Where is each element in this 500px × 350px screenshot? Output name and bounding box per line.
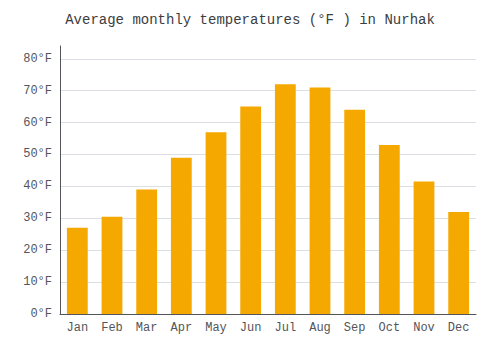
svg-text:Jan: Jan [67,321,89,335]
svg-text:30°F: 30°F [23,211,52,225]
svg-text:Aug: Aug [309,321,331,335]
svg-text:May: May [205,321,227,335]
svg-text:Oct: Oct [379,321,401,335]
svg-text:Sep: Sep [344,321,366,335]
svg-text:Nov: Nov [413,321,435,335]
svg-text:20°F: 20°F [23,243,52,257]
svg-text:Feb: Feb [101,321,123,335]
svg-text:Mar: Mar [136,321,158,335]
svg-text:50°F: 50°F [23,147,52,161]
svg-text:Apr: Apr [171,321,193,335]
svg-text:60°F: 60°F [23,116,52,130]
svg-text:Average monthly temperatures (: Average monthly temperatures (°F ) in Nu… [65,12,435,28]
svg-text:0°F: 0°F [30,307,52,321]
svg-text:70°F: 70°F [23,84,52,98]
svg-text:Jun: Jun [240,321,262,335]
svg-text:10°F: 10°F [23,275,52,289]
svg-text:Dec: Dec [448,321,470,335]
svg-text:40°F: 40°F [23,179,52,193]
svg-text:Jul: Jul [275,321,297,335]
svg-text:80°F: 80°F [23,52,52,66]
